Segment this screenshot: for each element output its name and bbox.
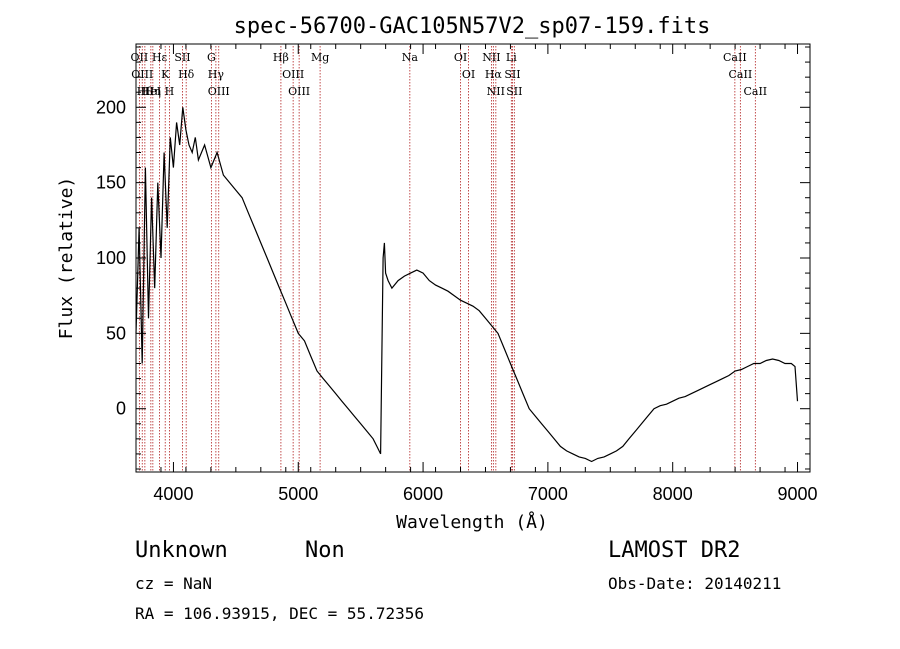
line-marker-label: Hβ <box>273 51 289 64</box>
line-marker-label: Hα <box>485 68 503 81</box>
line-marker-label: K <box>161 68 170 81</box>
line-marker-label: CaII <box>729 68 753 81</box>
line-marker-label: SII <box>174 51 190 64</box>
emission-line-markers <box>138 46 756 472</box>
y-tick-label: 100 <box>96 248 126 268</box>
line-marker-label: Hδ <box>178 68 195 81</box>
line-marker-label: OI <box>462 68 475 81</box>
redshift-cz: cz = NaN <box>135 574 213 593</box>
line-marker-label: OIII <box>131 68 153 81</box>
y-tick-label: 50 <box>106 323 126 343</box>
plot-frame <box>135 43 811 473</box>
line-marker-label: OII <box>131 51 149 64</box>
y-tick-label: 200 <box>96 97 126 117</box>
line-marker-label: Li <box>506 51 517 64</box>
x-tick-label: 6000 <box>403 484 443 504</box>
line-marker-label: G <box>207 51 216 64</box>
line-marker-label: CaII <box>723 51 747 64</box>
line-marker-label: Hε <box>152 51 168 64</box>
x-axis-ticks: 4000 5000 6000 7000 8000 9000 <box>135 44 818 504</box>
line-marker-label: Mg <box>311 51 329 64</box>
line-marker-label: CaII <box>743 85 767 98</box>
y-tick-label: 0 <box>116 399 126 419</box>
observation-date: Obs-Date: 20140211 <box>608 574 782 593</box>
line-marker-label: H <box>165 85 175 98</box>
line-marker-label: Na <box>402 51 419 64</box>
x-tick-label: 4000 <box>153 484 193 504</box>
x-tick-label: 5000 <box>278 484 318 504</box>
y-axis-label: Flux (relative) <box>56 177 77 340</box>
x-tick-label: 7000 <box>528 484 568 504</box>
spectrum-line <box>135 107 799 463</box>
coordinates: RA = 106.93915, DEC = 55.72356 <box>135 604 424 623</box>
object-class: Unknown <box>135 538 228 563</box>
x-tick-label: 9000 <box>777 484 817 504</box>
line-marker-label: SII <box>504 68 520 81</box>
object-subclass: Non <box>305 538 345 563</box>
line-marker-label: Hθ <box>137 85 154 98</box>
line-marker-label: Hγ <box>208 68 225 81</box>
survey-name: LAMOST DR2 <box>608 538 741 563</box>
chart-title: spec-56700-GAC105N57V2_sp07-159.fits <box>234 14 711 39</box>
y-axis-ticks: 0 50 100 150 200 <box>96 46 810 470</box>
line-marker-label: SII <box>506 85 522 98</box>
line-marker-label: NII <box>487 85 505 98</box>
line-marker-label: OIII <box>208 85 230 98</box>
x-axis-label: Wavelength (Å) <box>396 511 548 533</box>
line-marker-label: OIII <box>282 68 304 81</box>
x-tick-label: 8000 <box>653 484 693 504</box>
y-tick-label: 150 <box>96 173 126 193</box>
line-marker-label: NII <box>482 51 500 64</box>
line-marker-label: Hη <box>145 85 161 98</box>
line-marker-label: HeI <box>141 85 161 98</box>
line-marker-label: OI <box>454 51 467 64</box>
line-marker-label: OIII <box>288 85 310 98</box>
